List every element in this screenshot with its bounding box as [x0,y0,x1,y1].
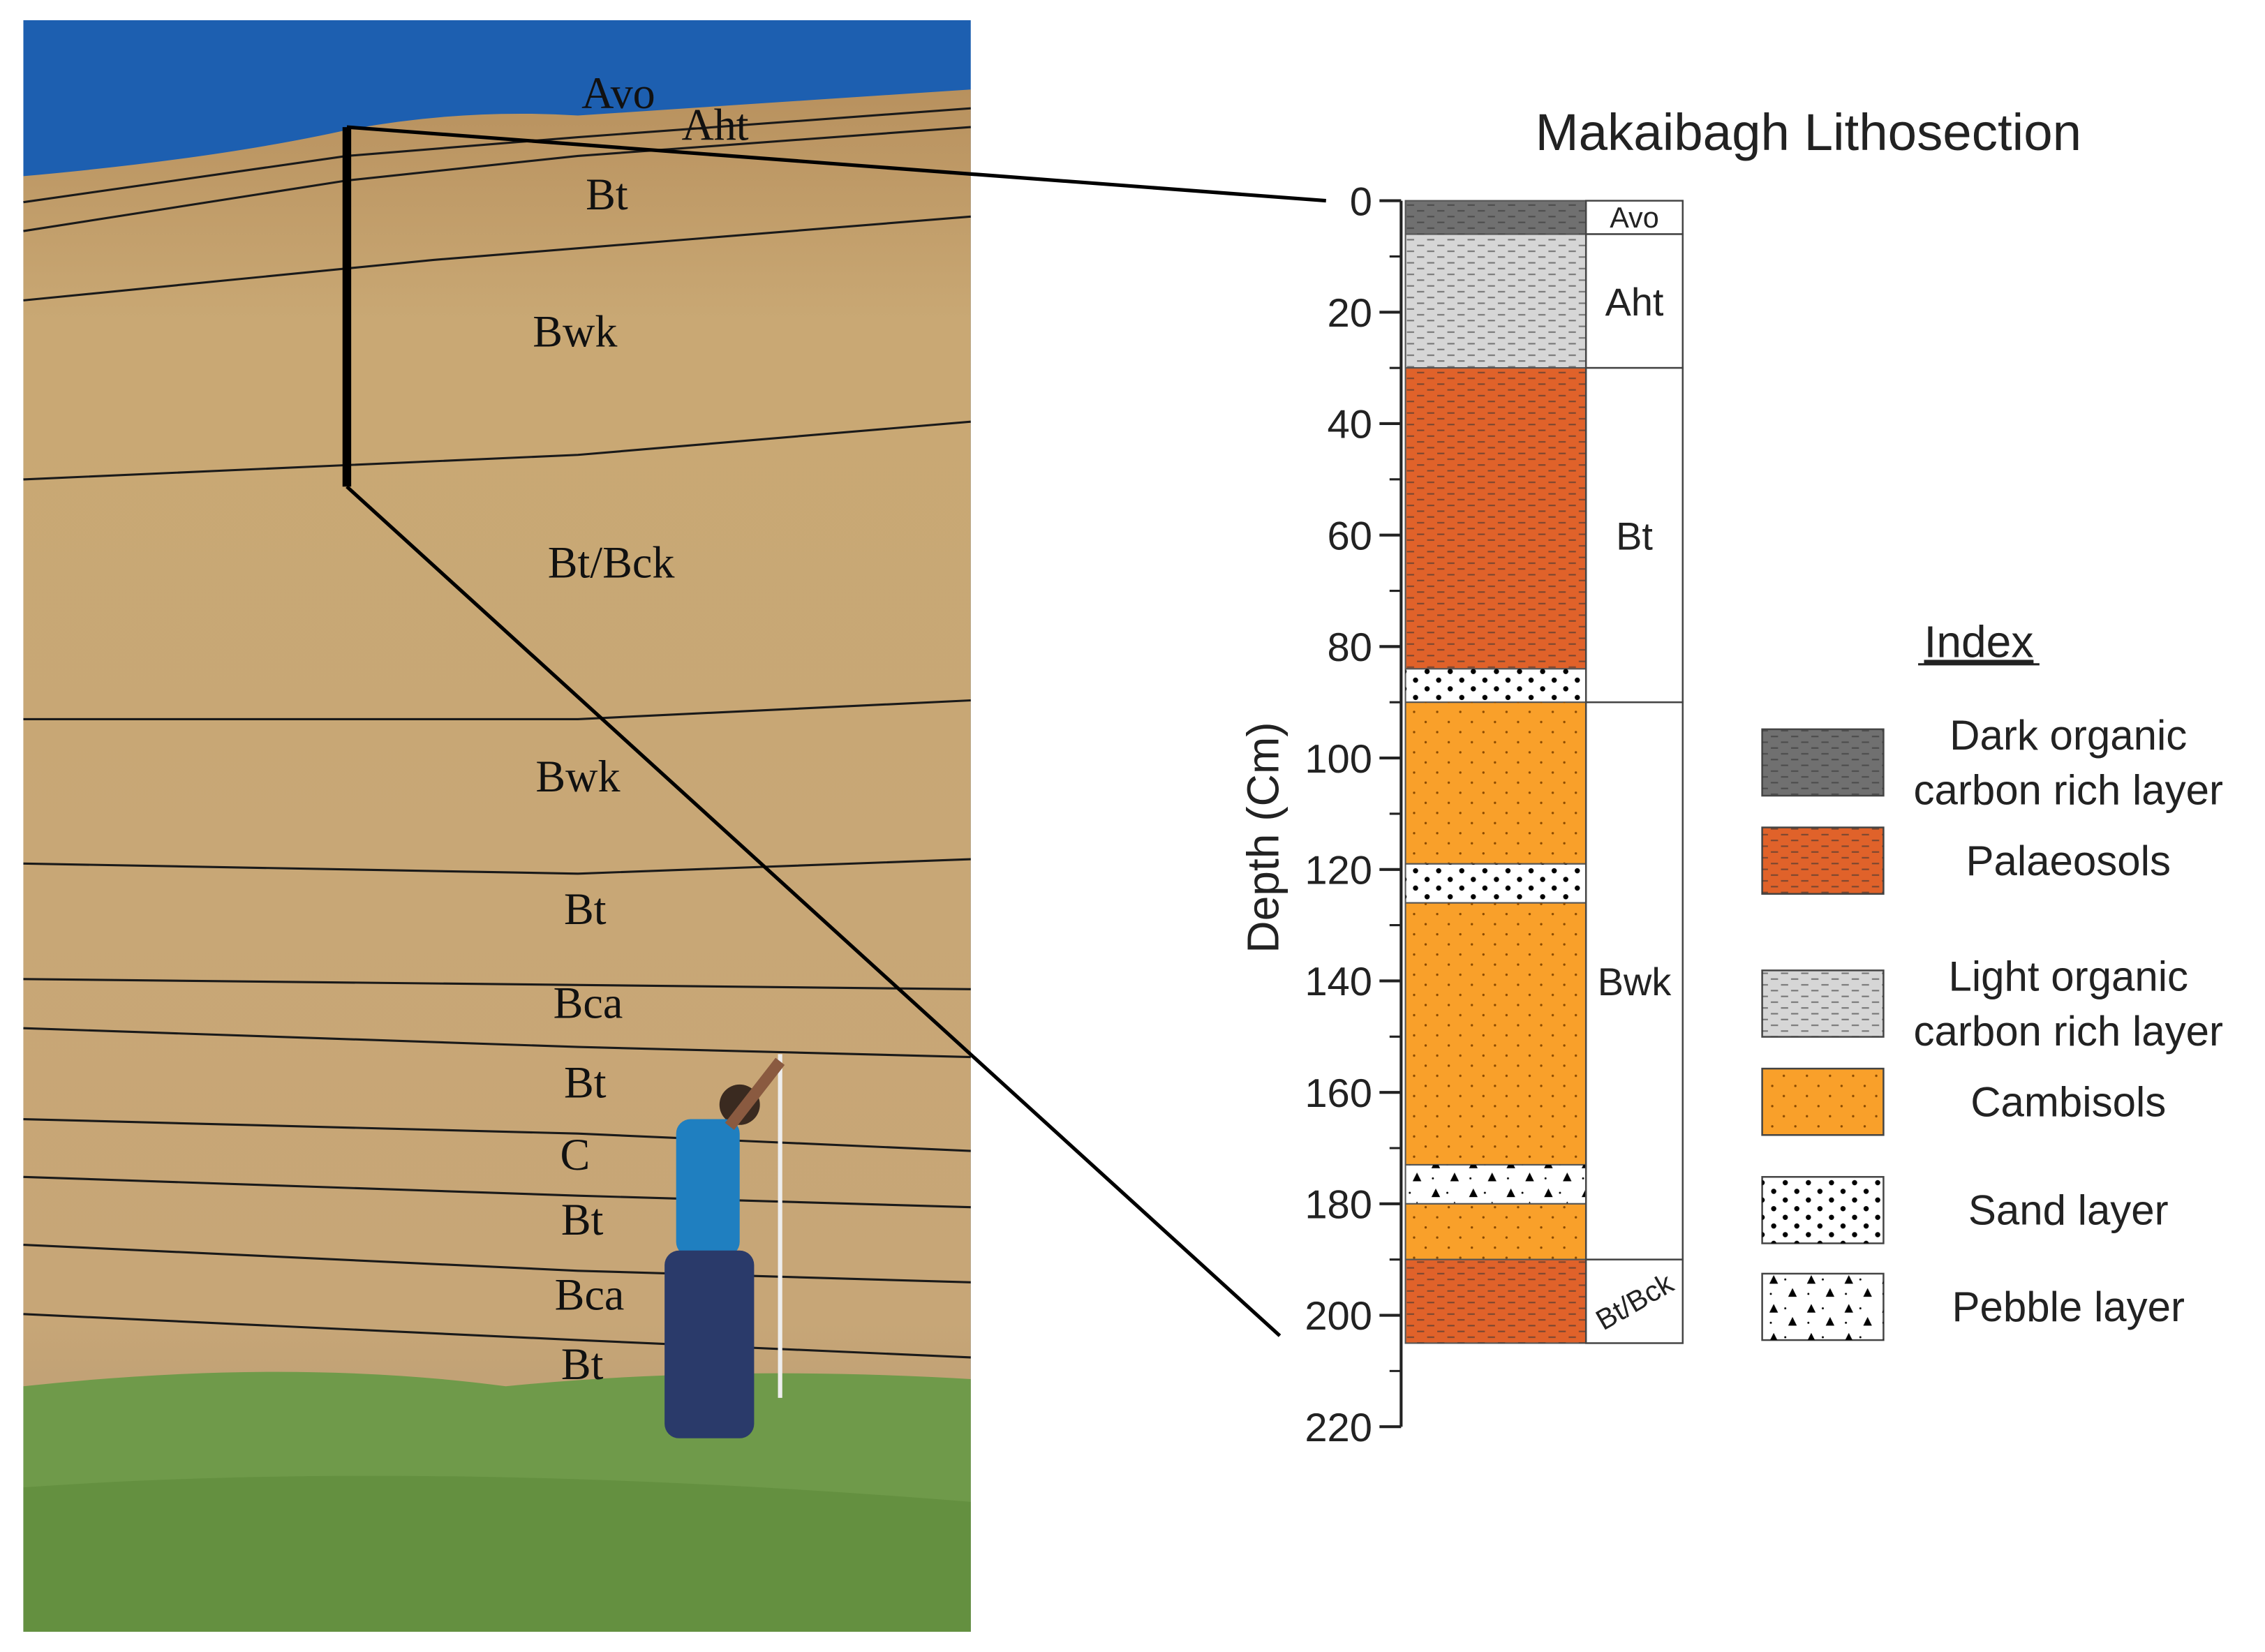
legend-swatch-pattern [1762,1177,1884,1244]
horizon [1584,366,1684,704]
horizon [1584,200,1684,235]
photo-label: Bt [564,1057,607,1107]
legend-label: carbon rich layer [1913,1008,2223,1055]
layer-pattern [1405,234,1587,369]
layer-pattern [1405,1203,1587,1260]
photo-label: Bca [555,1270,625,1320]
legend-label: carbon rich layer [1913,766,2223,813]
layer-pattern [1405,702,1587,864]
horizon [1584,233,1684,369]
y-tick-label: 160 [1305,1071,1372,1116]
legend-swatch-pattern [1762,1069,1884,1136]
legend-title: Index [1924,616,2034,667]
legend-label: Palaeosols [1966,838,2171,884]
photo: Avo Aht Bt Bwk Bt/Bck Bwk Bt Bca Bt C Bt Bca Bt [23,20,971,1632]
legend-label: Sand layer [1968,1187,2169,1234]
y-tick-label: 140 [1305,960,1372,1004]
legend: Index Dark organic carbon rich layer Palae… [1761,616,2223,1341]
layer-pattern [1405,863,1587,903]
y-tick-label: 200 [1305,1294,1372,1339]
legend-label: Pebble layer [1952,1283,2185,1330]
y-tick-label: 80 [1328,625,1372,670]
photo-label: Bt [561,1339,604,1389]
legend-swatch-pattern [1762,729,1884,796]
layer-pattern [1405,669,1587,703]
person [664,1054,785,1438]
y-tick-label: 120 [1305,848,1372,893]
photo-labels: Avo Aht Bt Bwk Bt/Bck Bwk Bt Bca Bt C Bt Bca Bt [533,68,749,1389]
photo-label: Avo [581,68,655,118]
legend-label: Light organic [1948,953,2188,999]
horizon-label: Avo [1610,202,1659,234]
photo-label: Bt [561,1195,604,1244]
photo-label: Bt/Bck [548,538,676,588]
horizon-lines [23,107,971,1359]
layer-pattern [1405,200,1587,235]
layer-pattern [1405,1259,1587,1344]
legend-swatch-pattern [1762,827,1884,894]
photo-label: Bca [554,978,623,1028]
projection-line [346,485,1282,1337]
legend-label: Dark organic [1950,712,2187,759]
y-tick-label: 40 [1328,403,1372,447]
photo-label: Bwk [535,752,621,801]
horizon-label: Bwk [1598,960,1672,1004]
horizon [1584,1258,1684,1344]
horizon-label: Aht [1605,280,1664,324]
layer-pattern [1405,368,1587,669]
legend-label: Cambisols [1970,1078,2166,1125]
lithosection: 0 20 40 60 80 100 120 140 160 180 200 220 Avo Aht Bt Bw… [1305,179,1684,1450]
y-tick-label: 20 [1328,291,1372,336]
photo-label: Bwk [533,307,618,357]
horizon-label: Bt [1616,514,1653,558]
photo-label: C [560,1130,590,1180]
layer-pattern [1405,902,1587,1165]
y-tick-label: 100 [1305,737,1372,782]
y-tick-label: 220 [1305,1406,1372,1450]
y-tick-label: 60 [1328,514,1372,558]
photo-label: Aht [681,101,748,150]
projection-line [346,125,1326,203]
legend-swatch-pattern [1762,1273,1884,1341]
horizon [1584,701,1684,1260]
chart-title: Makaibagh Lithosection [1536,103,2081,161]
photo-label: Bt [564,884,607,934]
layer-pattern [1405,1164,1587,1204]
grass [23,1475,971,1632]
y-tick-label: 180 [1305,1183,1372,1228]
y-tick-label: 0 [1350,179,1372,224]
y-axis-label: Depth (Cm) [1238,722,1288,953]
legend-swatch-pattern [1762,970,1884,1037]
photo-label: Bt [586,170,628,219]
